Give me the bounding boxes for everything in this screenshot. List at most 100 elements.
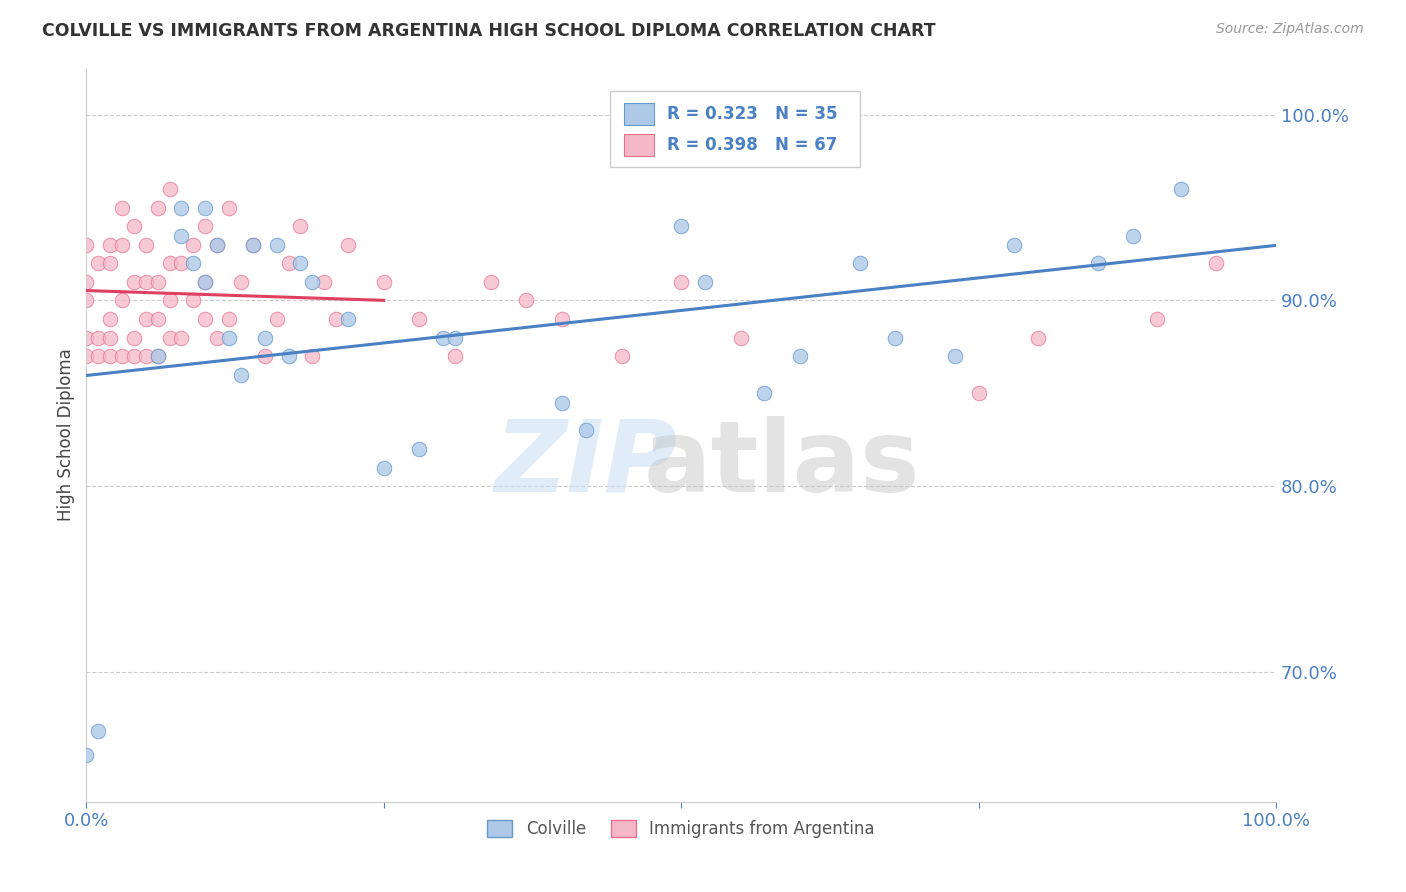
- Point: [146, 349, 169, 363]
- Point: [290, 219, 312, 234]
- Point: [1026, 330, 1049, 344]
- Point: [325, 312, 347, 326]
- Point: [135, 275, 157, 289]
- Point: [75, 349, 97, 363]
- Point: [253, 330, 276, 344]
- Point: [242, 237, 264, 252]
- Point: [75, 237, 97, 252]
- Point: [135, 349, 157, 363]
- Point: [170, 228, 193, 243]
- Point: [194, 219, 217, 234]
- Point: [314, 275, 336, 289]
- Text: ZIP: ZIP: [495, 416, 678, 513]
- Point: [75, 748, 97, 763]
- Point: [337, 237, 360, 252]
- Text: R = 0.398   N = 67: R = 0.398 N = 67: [666, 136, 837, 154]
- Point: [146, 201, 169, 215]
- Point: [967, 386, 990, 401]
- Point: [444, 349, 467, 363]
- Point: [98, 312, 121, 326]
- Point: [432, 330, 454, 344]
- Point: [87, 724, 110, 739]
- Point: [205, 330, 228, 344]
- Point: [98, 256, 121, 270]
- Point: [669, 275, 692, 289]
- Point: [884, 330, 907, 344]
- Point: [75, 293, 97, 308]
- Point: [479, 275, 502, 289]
- Point: [87, 330, 110, 344]
- Point: [87, 349, 110, 363]
- Point: [408, 312, 430, 326]
- Bar: [624, 135, 654, 156]
- Point: [111, 237, 134, 252]
- Point: [301, 275, 323, 289]
- Point: [146, 312, 169, 326]
- Point: [98, 237, 121, 252]
- Point: [122, 219, 145, 234]
- Point: [98, 330, 121, 344]
- Point: [159, 182, 181, 196]
- Y-axis label: High School Diploma: High School Diploma: [58, 349, 75, 522]
- Point: [551, 395, 574, 409]
- Point: [848, 256, 870, 270]
- Point: [789, 349, 811, 363]
- Point: [194, 312, 217, 326]
- Text: COLVILLE VS IMMIGRANTS FROM ARGENTINA HIGH SCHOOL DIPLOMA CORRELATION CHART: COLVILLE VS IMMIGRANTS FROM ARGENTINA HI…: [42, 22, 936, 40]
- Point: [1087, 256, 1109, 270]
- Point: [277, 349, 299, 363]
- Text: R = 0.323   N = 35: R = 0.323 N = 35: [666, 105, 838, 123]
- Point: [111, 349, 134, 363]
- Point: [610, 349, 633, 363]
- Point: [205, 237, 228, 252]
- Point: [122, 349, 145, 363]
- Legend: Colville, Immigrants from Argentina: Colville, Immigrants from Argentina: [481, 813, 882, 845]
- Point: [229, 368, 252, 382]
- Point: [135, 237, 157, 252]
- Point: [1170, 182, 1192, 196]
- Point: [266, 237, 288, 252]
- Point: [205, 237, 228, 252]
- Point: [1122, 228, 1144, 243]
- Point: [290, 256, 312, 270]
- Point: [515, 293, 537, 308]
- Text: Source: ZipAtlas.com: Source: ZipAtlas.com: [1216, 22, 1364, 37]
- Point: [1002, 237, 1025, 252]
- Point: [373, 460, 395, 475]
- Point: [98, 349, 121, 363]
- Point: [87, 256, 110, 270]
- Point: [111, 293, 134, 308]
- Point: [146, 349, 169, 363]
- Point: [693, 275, 716, 289]
- Point: [266, 312, 288, 326]
- Point: [170, 201, 193, 215]
- Point: [159, 330, 181, 344]
- FancyBboxPatch shape: [610, 90, 859, 168]
- Point: [135, 312, 157, 326]
- Point: [183, 293, 205, 308]
- Bar: [624, 103, 654, 125]
- Point: [194, 275, 217, 289]
- Point: [373, 275, 395, 289]
- Point: [170, 256, 193, 270]
- Point: [408, 442, 430, 456]
- Point: [218, 312, 240, 326]
- Point: [337, 312, 360, 326]
- Text: atlas: atlas: [644, 416, 921, 513]
- Point: [218, 330, 240, 344]
- Point: [444, 330, 467, 344]
- Point: [277, 256, 299, 270]
- Point: [253, 349, 276, 363]
- Point: [183, 237, 205, 252]
- Point: [754, 386, 776, 401]
- Point: [75, 275, 97, 289]
- Point: [194, 201, 217, 215]
- Point: [122, 330, 145, 344]
- Point: [242, 237, 264, 252]
- Point: [111, 201, 134, 215]
- Point: [122, 275, 145, 289]
- Point: [229, 275, 252, 289]
- Point: [575, 424, 598, 438]
- Point: [218, 201, 240, 215]
- Point: [159, 293, 181, 308]
